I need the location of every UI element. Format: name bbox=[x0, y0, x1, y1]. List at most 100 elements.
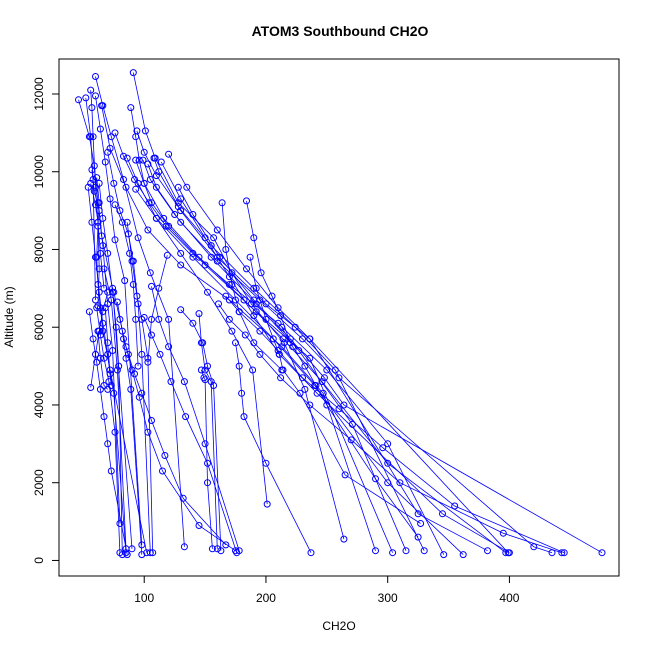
data-point bbox=[160, 214, 168, 222]
data-point bbox=[128, 257, 136, 265]
data-point bbox=[189, 211, 197, 218]
data-point bbox=[189, 253, 197, 261]
data-point bbox=[372, 547, 379, 555]
data-point bbox=[262, 315, 270, 323]
data-point bbox=[246, 253, 254, 261]
data-point bbox=[252, 284, 260, 292]
data-point bbox=[134, 234, 142, 242]
data-point bbox=[341, 471, 349, 479]
data-point bbox=[402, 547, 410, 555]
y-axis-label: Altitude (m) bbox=[2, 286, 16, 347]
y-tick-label: 12000 bbox=[32, 77, 46, 111]
data-point bbox=[548, 549, 556, 557]
data-point bbox=[189, 319, 197, 327]
data-point bbox=[598, 549, 606, 557]
y-tick-label: 6000 bbox=[32, 314, 46, 341]
data-point bbox=[235, 308, 243, 316]
data-point bbox=[301, 385, 309, 393]
series-line-3 bbox=[90, 90, 100, 306]
data-point bbox=[420, 547, 428, 555]
data-point bbox=[295, 347, 303, 354]
data-point bbox=[141, 127, 149, 135]
data-point bbox=[348, 420, 356, 428]
data-point bbox=[87, 86, 95, 94]
data-point bbox=[104, 249, 112, 257]
data-point bbox=[207, 242, 215, 250]
data-point bbox=[129, 69, 137, 77]
data-point bbox=[228, 327, 236, 335]
data-point bbox=[560, 549, 568, 557]
data-point bbox=[152, 183, 160, 191]
data-point bbox=[82, 94, 90, 102]
series-line-39 bbox=[198, 313, 218, 549]
data-point bbox=[107, 296, 115, 304]
data-point bbox=[197, 339, 205, 347]
data-point bbox=[484, 547, 491, 555]
data-point bbox=[135, 156, 143, 164]
data-point bbox=[323, 366, 331, 374]
data-point bbox=[204, 479, 211, 487]
data-point bbox=[207, 253, 215, 261]
data-point bbox=[115, 362, 123, 370]
data-point bbox=[95, 199, 103, 207]
data-point bbox=[92, 296, 99, 304]
data-point bbox=[155, 168, 163, 176]
data-point bbox=[95, 265, 103, 273]
data-point bbox=[161, 452, 169, 459]
data-point bbox=[111, 129, 119, 137]
data-point bbox=[110, 389, 118, 397]
data-point bbox=[225, 273, 233, 281]
series-line-25 bbox=[177, 187, 603, 554]
data-point bbox=[228, 281, 236, 288]
data-point bbox=[90, 187, 98, 195]
data-point bbox=[155, 315, 163, 323]
data-point bbox=[177, 249, 185, 257]
data-point bbox=[120, 152, 127, 160]
data-point bbox=[109, 284, 117, 292]
data-point bbox=[89, 133, 97, 141]
data-point bbox=[139, 156, 147, 164]
x-tick-label: 200 bbox=[256, 591, 276, 605]
data-point bbox=[372, 475, 379, 483]
data-point bbox=[384, 479, 392, 487]
data-point bbox=[414, 533, 422, 541]
data-point bbox=[94, 281, 102, 288]
data-point bbox=[335, 405, 343, 413]
data-point bbox=[440, 551, 448, 559]
data-point bbox=[225, 315, 233, 323]
series-points bbox=[75, 69, 606, 559]
data-point bbox=[93, 304, 101, 312]
data-point bbox=[138, 551, 146, 559]
series-line-41 bbox=[201, 369, 213, 549]
data-point bbox=[107, 133, 115, 141]
data-point bbox=[274, 347, 282, 354]
series-line-24 bbox=[160, 161, 510, 554]
series-lines bbox=[78, 72, 603, 555]
data-point bbox=[100, 284, 108, 292]
data-point bbox=[269, 335, 277, 343]
data-point bbox=[88, 104, 96, 112]
data-point bbox=[92, 183, 99, 191]
data-point bbox=[201, 376, 209, 384]
data-point bbox=[201, 261, 209, 269]
data-point bbox=[101, 158, 109, 166]
data-point bbox=[335, 374, 343, 382]
series-line-38 bbox=[104, 307, 127, 553]
data-point bbox=[306, 401, 314, 409]
data-point bbox=[104, 385, 112, 393]
data-point bbox=[299, 335, 306, 343]
data-point bbox=[232, 547, 239, 555]
data-point bbox=[177, 207, 185, 215]
data-point bbox=[262, 459, 270, 467]
data-point bbox=[123, 551, 131, 559]
y-tick-label: 4000 bbox=[32, 391, 46, 418]
data-point bbox=[107, 467, 115, 475]
data-point bbox=[96, 125, 104, 133]
data-point bbox=[123, 154, 131, 162]
data-point bbox=[275, 350, 283, 358]
data-point bbox=[204, 288, 211, 296]
data-point bbox=[157, 158, 165, 166]
data-point bbox=[144, 358, 152, 366]
series-line-47 bbox=[218, 303, 562, 554]
series-line-2 bbox=[95, 76, 185, 547]
